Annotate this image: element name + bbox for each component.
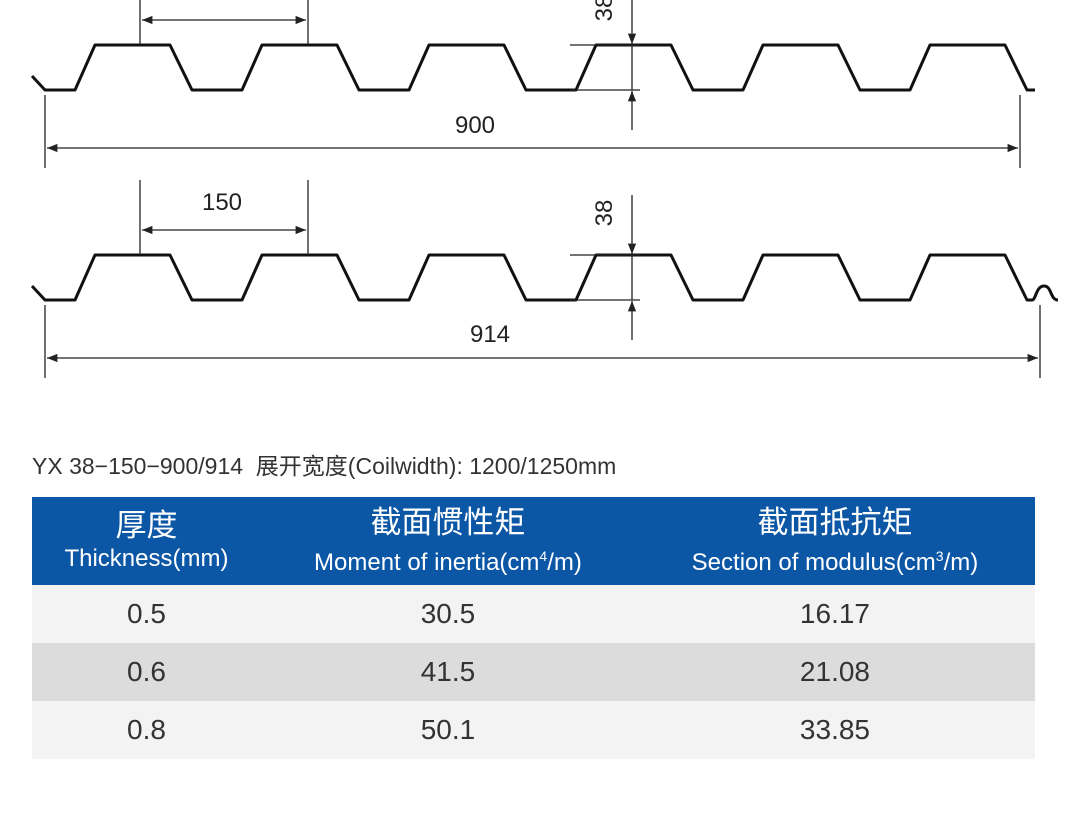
header-en-text: /m) [547,548,582,576]
header-en-text: Thickness(mm) [64,545,229,572]
header-zh: 厚度 [115,508,178,543]
header-cell: 厚度 Thickness(mm) [32,497,261,585]
width-label: 900 [455,112,495,139]
table-cell: 21.08 [634,643,1035,701]
profile-line [30,43,1035,92]
unit-exponent: 4 [539,547,548,564]
profile-line [30,253,1059,302]
profile: 150 38 914 [30,180,1059,378]
height-label: 38 [591,200,618,227]
header-zh: 截面抵抗矩 [757,504,913,540]
height-label: 38 [591,0,618,21]
header-en-text: Moment of inertia(cm [314,548,540,576]
spec-table: 厚度 Thickness(mm) 截面惯性矩 Moment of inertia(cm… [32,497,1035,759]
table-cell: 0.5 [32,585,261,643]
header-en: Moment of inertia(cm4/m) [261,541,635,578]
table-cell: 50.1 [260,701,635,759]
caption: YX 38−150−900/914 展开宽度(Coilwidth): 1200/… [32,453,617,479]
header-en: Thickness(mm) [32,544,261,574]
profile: 150 38 900 [30,0,1035,168]
header-en-text: Section of modulus(cm [691,548,936,576]
table-row: 0.8 50.1 33.85 [32,701,1035,759]
header-cell: 截面抵抗矩 Section of modulus(cm3/m) [634,497,1035,585]
unit-exponent: 3 [935,547,944,564]
header-en-text: /m) [943,548,979,576]
table-row: 0.5 30.5 16.17 [32,585,1035,643]
pitch-label: 150 [202,189,242,216]
header-row: 厚度 Thickness(mm) 截面惯性矩 Moment of inertia(cm… [32,497,1035,585]
width-label: 914 [470,321,510,348]
header-cell: 截面惯性矩 Moment of inertia(cm4/m) [260,497,635,585]
table-cell: 16.17 [634,585,1035,643]
table-cell: 30.5 [260,585,635,643]
table-cell: 0.6 [32,643,261,701]
table-row: 0.6 41.5 21.08 [32,643,1035,701]
table-cell: 41.5 [260,643,635,701]
table-cell: 0.8 [32,701,261,759]
header-zh: 截面惯性矩 [370,504,526,540]
table-cell: 33.85 [634,701,1035,759]
pitch-label: 150 [202,0,242,2]
header-en: Section of modulus(cm3/m) [635,541,1035,578]
profile-drawing: 150 38 900 150 38 914 [30,0,1059,378]
